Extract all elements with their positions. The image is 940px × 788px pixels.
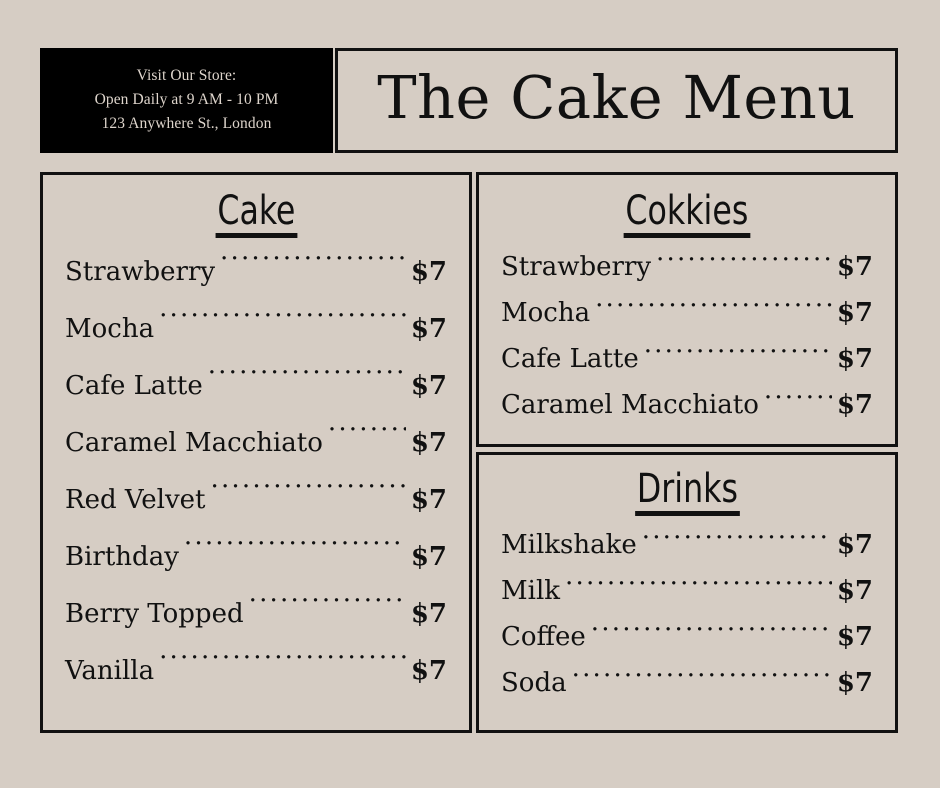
dot-leader [208, 368, 406, 394]
dot-leader [328, 425, 406, 451]
menu-item-price: $7 [836, 344, 873, 374]
menu-list-drinks: Milkshake $7 Milk $7 Coffee $7 [501, 522, 873, 706]
menu-item-name: Mocha [501, 298, 591, 328]
menu-item-name: Caramel Macchiato [65, 428, 323, 458]
store-info-line: Visit Our Store: [136, 66, 237, 84]
menu-item: Red Velvet $7 [65, 472, 447, 529]
menu-item-name: Coffee [501, 622, 586, 652]
menu-item-name: Vanilla [65, 656, 155, 686]
menu-item: Mocha $7 [65, 301, 447, 358]
section-heading-drinks: Drinks [501, 467, 873, 516]
menu-item-name: Mocha [65, 314, 155, 344]
menu-list-cookies: Strawberry $7 Mocha $7 Cafe Latte $7 [501, 244, 873, 428]
menu-item-price: $7 [836, 576, 873, 606]
dot-leader [591, 619, 832, 645]
dot-leader [249, 596, 406, 622]
dot-leader [642, 527, 832, 553]
menu-item-name: Soda [501, 668, 567, 698]
menu-item: Cafe Latte $7 [501, 336, 873, 382]
menu-item-name: Birthday [65, 542, 179, 572]
menu-item-name: Milkshake [501, 530, 637, 560]
menu-item: Vanilla $7 [65, 643, 447, 700]
menu-item-name: Berry Topped [65, 599, 244, 629]
menu-header: Visit Our Store: Open Daily at 9 AM - 10… [40, 48, 898, 153]
store-info-line: 123 Anywhere St., London [101, 114, 272, 132]
menu-item-price: $7 [836, 298, 873, 328]
menu-item-name: Cafe Latte [501, 344, 639, 374]
menu-item: Cafe Latte $7 [65, 358, 447, 415]
dot-leader [159, 311, 406, 337]
menu-item-name: Red Velvet [65, 485, 206, 515]
dot-leader [159, 653, 406, 679]
menu-item-price: $7 [410, 257, 447, 287]
section-cake: Cake Strawberry $7 Mocha $7 Cafe Latte $… [40, 172, 472, 733]
menu-item: Caramel Macchiato $7 [65, 415, 447, 472]
dot-leader [184, 539, 406, 565]
menu-item: Soda $7 [501, 660, 873, 706]
menu-item-name: Strawberry [501, 252, 652, 282]
menu-body: Cake Strawberry $7 Mocha $7 Cafe Latte $… [40, 172, 898, 733]
menu-item: Milkshake $7 [501, 522, 873, 568]
menu-item-name: Strawberry [65, 257, 216, 287]
section-heading-cake: Cake [65, 189, 447, 238]
menu-title: The Cake Menu [377, 63, 856, 132]
menu-title-box: The Cake Menu [335, 48, 898, 153]
menu-item-price: $7 [410, 599, 447, 629]
menu-item-name: Caramel Macchiato [501, 390, 759, 420]
dot-leader [211, 482, 406, 508]
dot-leader [764, 387, 832, 413]
menu-list-cake: Strawberry $7 Mocha $7 Cafe Latte $7 Car… [65, 244, 447, 700]
dot-leader [644, 341, 832, 367]
section-drinks: Drinks Milkshake $7 Milk $7 Coffee [476, 452, 898, 733]
menu-item-price: $7 [836, 252, 873, 282]
menu-item-price: $7 [410, 314, 447, 344]
menu-item: Milk $7 [501, 568, 873, 614]
section-heading-label: Cake [215, 189, 297, 238]
menu-item-price: $7 [836, 668, 873, 698]
section-cookies: Cokkies Strawberry $7 Mocha $7 Cafe Latt… [476, 172, 898, 447]
dot-leader [656, 249, 832, 275]
section-heading-label: Cokkies [623, 189, 751, 238]
menu-item-name: Cafe Latte [65, 371, 203, 401]
right-column: Cokkies Strawberry $7 Mocha $7 Cafe Latt… [476, 172, 898, 733]
menu-item-price: $7 [836, 622, 873, 652]
dot-leader [220, 254, 406, 280]
menu-item-price: $7 [410, 428, 447, 458]
menu-item: Berry Topped $7 [65, 586, 447, 643]
menu-item: Caramel Macchiato $7 [501, 382, 873, 428]
menu-item-price: $7 [410, 656, 447, 686]
menu-item: Birthday $7 [65, 529, 447, 586]
menu-item-price: $7 [836, 390, 873, 420]
dot-leader [572, 665, 832, 691]
menu-item: Strawberry $7 [501, 244, 873, 290]
dot-leader [595, 295, 832, 321]
menu-item-price: $7 [836, 530, 873, 560]
menu-item: Coffee $7 [501, 614, 873, 660]
menu-board: Visit Our Store: Open Daily at 9 AM - 10… [40, 48, 898, 733]
section-heading-label: Drinks [634, 467, 740, 516]
menu-item-name: Milk [501, 576, 561, 606]
menu-item: Strawberry $7 [65, 244, 447, 301]
menu-item-price: $7 [410, 485, 447, 515]
section-heading-cookies: Cokkies [501, 189, 873, 238]
store-info-line: Open Daily at 9 AM - 10 PM [94, 90, 279, 108]
store-info-block: Visit Our Store: Open Daily at 9 AM - 10… [40, 48, 333, 153]
menu-item: Mocha $7 [501, 290, 873, 336]
dot-leader [565, 573, 832, 599]
menu-item-price: $7 [410, 371, 447, 401]
menu-item-price: $7 [410, 542, 447, 572]
